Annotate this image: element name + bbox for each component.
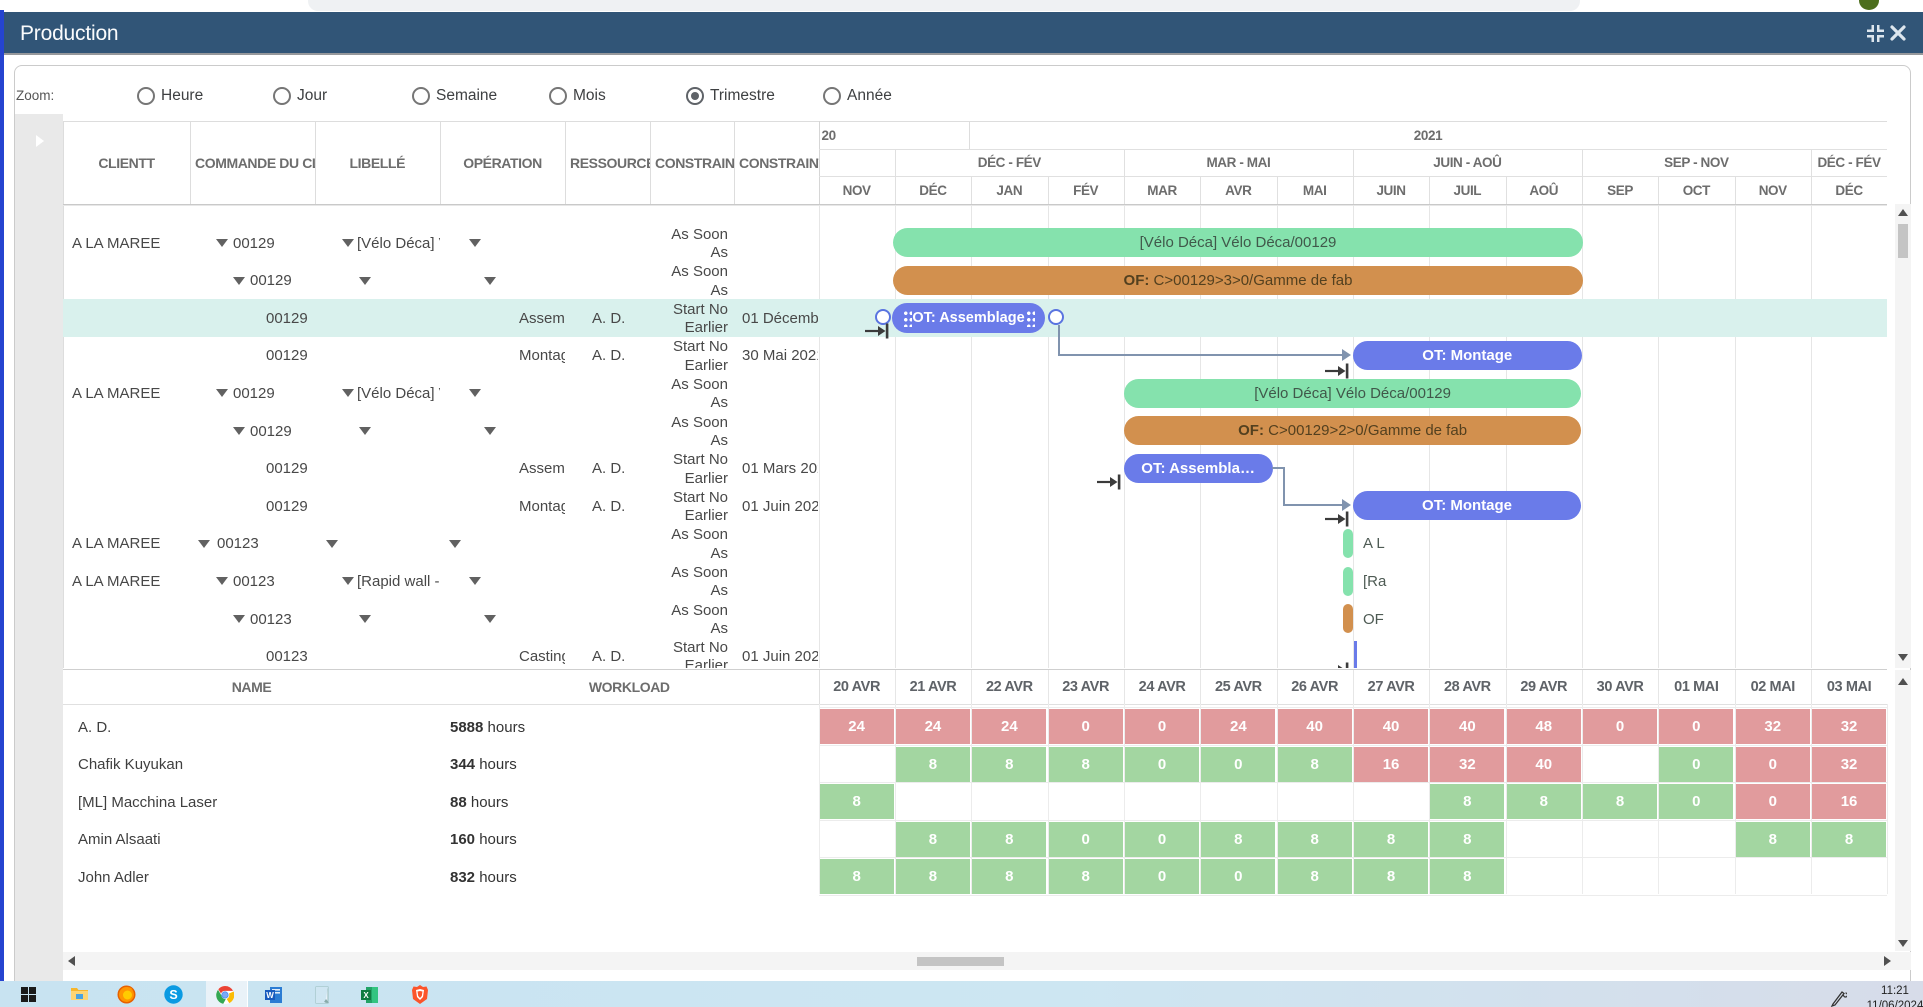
svg-text:W: W bbox=[266, 991, 274, 1000]
svg-text:X: X bbox=[363, 991, 369, 1000]
svg-text:S: S bbox=[169, 988, 177, 1002]
